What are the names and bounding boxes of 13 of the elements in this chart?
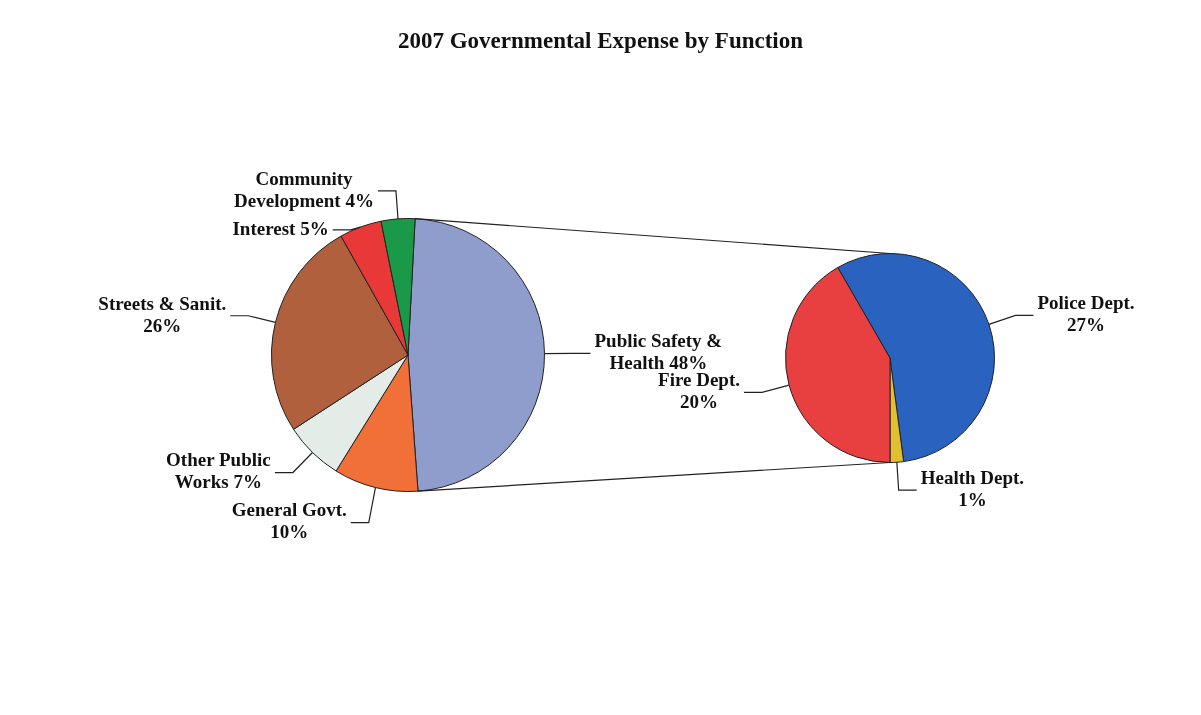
- slice-label: Health Dept.: [920, 467, 1025, 489]
- data-label: 27%: [1067, 314, 1106, 336]
- data-label: 1%: [958, 489, 987, 511]
- slice-label: Police Dept.: [1037, 292, 1135, 314]
- data-label: 20%: [680, 391, 719, 413]
- data-label: 10%: [270, 521, 309, 543]
- slice-label: Other Public Works 7%: [166, 449, 271, 493]
- slice-label: General Govt.: [231, 499, 347, 521]
- slice-label: Streets & Sanit.: [98, 292, 227, 314]
- slice-label: Community Development 4%: [234, 167, 374, 211]
- data-label: 26%: [143, 314, 182, 336]
- slice-label: Interest 5%: [232, 217, 329, 239]
- chart-title: 2007 Governmental Expense by Function: [396, 28, 805, 54]
